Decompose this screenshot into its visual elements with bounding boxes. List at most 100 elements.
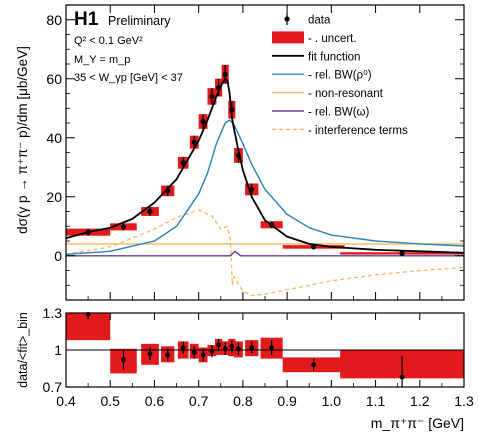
ratio-marker-9: [222, 346, 228, 352]
main-data-point-12: [249, 183, 255, 196]
main-marker-3: [165, 188, 171, 194]
ratio-marker-8: [216, 342, 221, 348]
legend-entry-nonres: - non-resonant: [272, 88, 384, 100]
ratio-data-point-5: [191, 346, 197, 359]
ratio-data-point-2: [147, 347, 153, 360]
main-marker-9: [222, 71, 228, 77]
ratio-data-point-11: [236, 342, 241, 355]
ratio-xtick-label: 0.6: [145, 393, 165, 409]
ratio-marker-3: [165, 352, 171, 358]
ratio-xtick-label: 0.5: [100, 393, 120, 409]
main-marker-0: [85, 229, 91, 235]
ratio-marker-15: [399, 374, 405, 380]
ratio-data-point-4: [180, 341, 186, 354]
main-data-point-7: [209, 88, 215, 105]
legend: data - . uncert. fit function - rel. BW(ρ⁰)…: [272, 13, 408, 137]
legend-label-bw_rho: - rel. BW(ρ⁰): [308, 70, 372, 82]
legend-entry-fit: fit function: [272, 51, 360, 63]
ratio-data-point-3: [165, 348, 171, 362]
main-marker-14: [311, 244, 317, 250]
legend-label-nonres: - non-resonant: [308, 88, 384, 100]
ratio-marker-2: [147, 351, 153, 357]
main-ytick-label-40: 40: [46, 130, 62, 146]
main-data-points: [85, 64, 405, 256]
main-data-point-3: [165, 185, 171, 197]
ratio-marker-13: [269, 345, 275, 350]
main-marker-8: [215, 85, 222, 91]
ratio-ytick-label: 1.3: [43, 305, 63, 321]
ratio-y-axis-title: data/<fit>_bin: [16, 312, 30, 388]
main-y-axis-title: dσ(γ p → π⁺π⁻ p)/dm [μb/GeV]: [15, 46, 30, 234]
ratio-xtick-label: 1.3: [454, 393, 474, 409]
bw-rho-curve: [65, 119, 465, 255]
main-marker-15: [399, 250, 405, 256]
legend-entry-interf: - interference terms: [272, 125, 408, 137]
ratio-axes: 0.7 1 1.3 0.4 0.5 0.6 0.7 0.8 0.9 1.0 1.1 1.2 1.3: [43, 305, 474, 409]
ratio-panel: 0.7 1 1.3 0.4 0.5 0.6 0.7 0.8 0.9 1.0 1.1 1.2 1.3: [43, 305, 474, 409]
legend-uncert-box: [272, 31, 304, 44]
main-ytick-label-60: 60: [46, 71, 62, 87]
main-data-point-10: [229, 100, 235, 119]
main-panel: 0 20 40 60 80: [46, 4, 465, 301]
main-data-point-4: [180, 156, 186, 169]
main-marker-4: [180, 160, 186, 166]
main-data-point-0: [85, 228, 91, 236]
legend-entry-bw_omega: - rel. BW(ω): [272, 107, 370, 119]
condition-q2: Q² < 0.1 GeV²: [74, 35, 143, 47]
legend-label-bw_omega: - rel. BW(ω): [308, 107, 370, 119]
ratio-marker-14: [311, 362, 317, 368]
legend-label-interf: - interference terms: [308, 125, 408, 137]
main-marker-11: [235, 152, 242, 159]
ratio-xtick-label: 1.2: [410, 393, 430, 409]
bw-omega-curve: [66, 250, 464, 257]
ratio-data-point-14: [311, 358, 317, 371]
main-axes: 0 20 40 60 80: [46, 4, 465, 301]
main-marker-12: [249, 186, 255, 192]
main-data-point-5: [191, 135, 197, 149]
ratio-data-points: [85, 311, 405, 387]
ratio-uncertainty-bands: [66, 313, 464, 379]
ratio-xtick-label: 1.1: [366, 393, 386, 409]
main-data-point-9: [222, 64, 228, 84]
main-marker-5: [191, 139, 197, 145]
experiment-label: H1: [74, 9, 99, 30]
ratio-data-point-15: [399, 356, 405, 387]
ratio-marker-6: [200, 352, 206, 358]
main-marker-1: [120, 224, 127, 230]
status-label: Preliminary: [108, 14, 171, 28]
main-data-point-14: [311, 244, 317, 250]
ratio-xtick-label: 0.4: [56, 393, 76, 409]
ratio-marker-1: [121, 357, 126, 363]
main-marker-13: [269, 222, 275, 228]
main-data-point-2: [147, 207, 153, 216]
legend-entry-data: data: [284, 13, 331, 27]
ratio-ytick-label: 0.7: [43, 379, 63, 395]
ratio-data-point-10: [229, 340, 235, 353]
main-marker-2: [147, 208, 153, 215]
main-ytick-label-80: 80: [46, 12, 62, 28]
ratio-data-point-8: [216, 338, 221, 352]
ratio-data-point-6: [200, 348, 206, 362]
main-data-point-8: [215, 78, 222, 97]
legend-entry-uncert: - . uncert.: [272, 31, 357, 45]
condition-w: 35 < W_γp [GeV] < 37: [74, 72, 183, 84]
interference-curve: [65, 209, 465, 297]
ratio-xtick-label: 0.9: [277, 393, 297, 409]
condition-my: M_Y = m_p: [74, 54, 130, 66]
main-ytick-label-20: 20: [46, 189, 62, 205]
ratio-ytick-label: 1: [54, 342, 62, 358]
ratio-marker-10: [229, 343, 235, 349]
main-data-point-6: [200, 114, 206, 129]
ratio-marker-5: [191, 350, 197, 355]
ratio-data-point-13: [269, 340, 275, 355]
main-data-point-15: [399, 250, 405, 256]
x-axis-title: m_π⁺π⁻ [GeV]: [371, 415, 464, 431]
ratio-xtick-label: 0.8: [233, 393, 253, 409]
ratio-marker-11: [236, 346, 241, 352]
ratio-marker-4: [180, 345, 186, 350]
legend-entry-bw_rho: - rel. BW(ρ⁰): [272, 70, 372, 82]
ratio-data-point-1: [121, 350, 126, 370]
ratio-data-point-12: [249, 341, 255, 354]
main-marker-10: [229, 107, 235, 113]
